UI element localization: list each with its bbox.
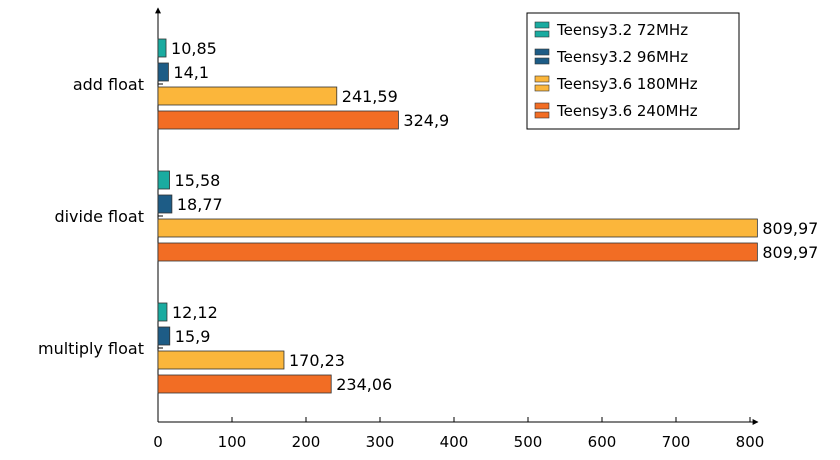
data-label: 14,1 <box>173 63 209 82</box>
x-tick-label: 300 <box>366 433 395 451</box>
legend-swatch <box>534 111 550 119</box>
category-label: multiply float <box>38 339 144 358</box>
bar <box>157 242 758 262</box>
data-label: 809,97 <box>762 219 818 238</box>
bar <box>157 170 170 190</box>
bar <box>157 62 169 82</box>
data-label: 241,59 <box>342 87 398 106</box>
legend-swatch <box>534 75 550 83</box>
x-tick-label: 700 <box>662 433 691 451</box>
bar <box>157 350 285 370</box>
legend-swatch <box>534 84 550 92</box>
data-label: 15,58 <box>175 171 221 190</box>
legend-label: Teensy3.2 96MHz <box>556 48 688 66</box>
x-tick-label: 500 <box>514 433 543 451</box>
legend-swatch <box>534 48 550 56</box>
data-label: 234,06 <box>336 375 392 394</box>
data-label: 170,23 <box>289 351 345 370</box>
bar <box>157 194 173 214</box>
data-label: 324,9 <box>403 111 449 130</box>
legend-swatch <box>534 21 550 29</box>
data-label: 18,77 <box>177 195 223 214</box>
x-tick-label: 600 <box>588 433 617 451</box>
x-tick-label: 100 <box>218 433 247 451</box>
legend-swatch <box>534 30 550 38</box>
legend-label: Teensy3.6 180MHz <box>556 75 698 93</box>
bars: 10,85 14,1 241,59 324,9 15,58 18,77 809,97 809,… <box>157 38 818 394</box>
data-label: 809,97 <box>762 243 818 262</box>
data-label: 12,12 <box>172 303 218 322</box>
bar <box>157 302 168 322</box>
category-label: add float <box>73 75 144 94</box>
bar <box>157 326 171 346</box>
x-tick-label: 800 <box>736 433 765 451</box>
legend-label: Teensy3.2 72MHz <box>556 21 688 39</box>
legend-label: Teensy3.6 240MHz <box>556 102 698 120</box>
x-tick-label: 200 <box>292 433 321 451</box>
category-label: divide float <box>54 207 144 226</box>
axes: 0 100 200 300 400 500 600 700 800 add float divide… <box>38 7 765 451</box>
bar <box>157 218 758 238</box>
x-tick-label: 0 <box>153 433 163 451</box>
data-label: 10,85 <box>171 39 217 58</box>
bar <box>157 110 399 130</box>
legend: Teensy3.2 72MHz Teensy3.2 96MHz Teensy3.6 … <box>526 12 740 130</box>
legend-box <box>526 12 740 130</box>
x-tick-label: 400 <box>440 433 469 451</box>
bar <box>157 86 338 106</box>
bar <box>157 374 332 394</box>
data-label: 15,9 <box>175 327 211 346</box>
legend-swatch <box>534 57 550 65</box>
bar <box>157 38 167 58</box>
legend-swatch <box>534 102 550 110</box>
